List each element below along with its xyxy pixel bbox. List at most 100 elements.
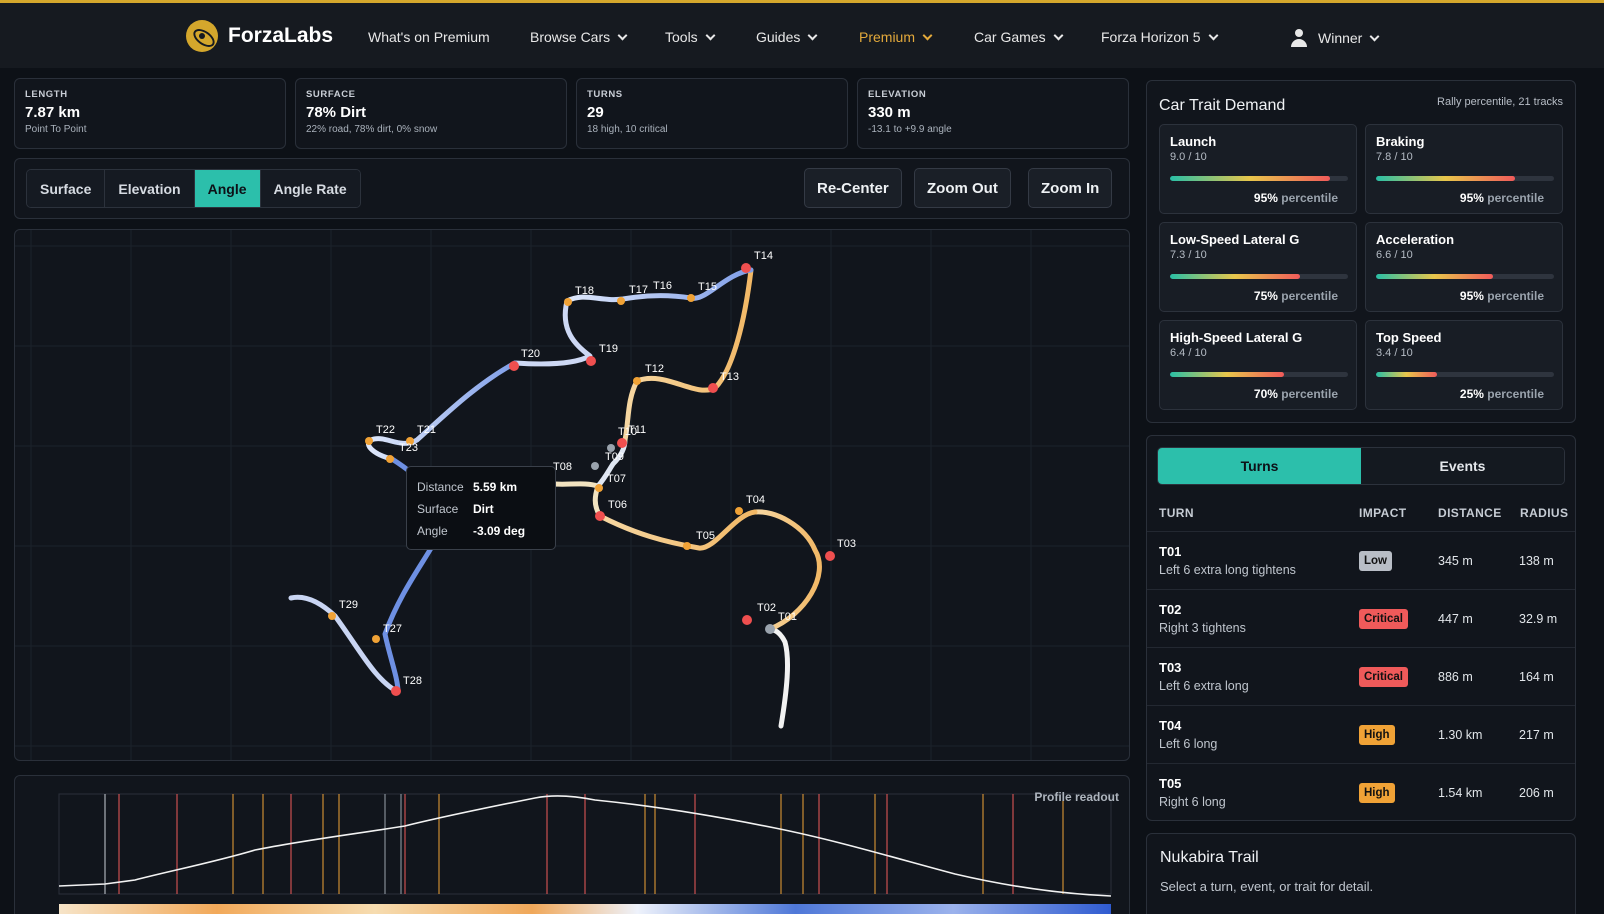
stat-label: TURNS xyxy=(587,89,623,100)
trait-card-launch[interactable]: Launch 9.0 / 10 95% percentile xyxy=(1159,124,1357,214)
trait-bar-fill xyxy=(1170,176,1331,181)
trait-bar xyxy=(1376,274,1554,279)
tooltip-key: Surface xyxy=(417,502,459,516)
nav-car-games[interactable]: Car Games xyxy=(974,29,1064,45)
brand-logo[interactable]: ForzaLabs xyxy=(186,20,333,52)
user-menu[interactable]: Winner xyxy=(1290,29,1380,47)
trait-score: 9.0 / 10 xyxy=(1170,151,1207,163)
table-row[interactable]: T05 Right 6 long High 1.54 km 206 m xyxy=(1147,763,1575,820)
trait-card-high-speed-lateral-g[interactable]: High-Speed Lateral G 6.4 / 10 70% percen… xyxy=(1159,320,1357,410)
column-header-distance[interactable]: DISTANCE xyxy=(1438,506,1502,520)
trait-card-acceleration[interactable]: Acceleration 6.6 / 10 95% percentile xyxy=(1365,222,1563,312)
view-mode-surface[interactable]: Surface xyxy=(27,170,106,207)
stat-label: ELEVATION xyxy=(868,89,927,100)
column-header-radius[interactable]: RADIUS xyxy=(1520,506,1569,520)
traits-title: Car Trait Demand xyxy=(1159,97,1286,114)
nav-whats-on-premium[interactable]: What's on Premium xyxy=(368,29,490,45)
angle-strip xyxy=(59,904,1111,914)
elevation-profile[interactable]: Profile readout xyxy=(14,775,1130,914)
trait-score: 6.6 / 10 xyxy=(1376,249,1413,261)
trait-bar-fill xyxy=(1376,274,1494,279)
turn-distance: 447 m xyxy=(1438,612,1473,626)
nav-label: Browse Cars xyxy=(530,29,611,45)
trait-percentile-value: 25% xyxy=(1459,387,1484,401)
view-mode-elevation[interactable]: Elevation xyxy=(105,170,195,207)
impact-badge: Low xyxy=(1359,551,1392,571)
tab-events[interactable]: Events xyxy=(1361,448,1564,484)
column-header-impact[interactable]: IMPACT xyxy=(1359,506,1407,520)
trait-percentile: 95% percentile xyxy=(1254,191,1338,205)
turn-label: T15 xyxy=(698,281,717,293)
stat-sub: -13.1 to +9.9 angle xyxy=(868,124,952,135)
chevron-down-icon xyxy=(1208,30,1219,40)
turn-label: T10 xyxy=(618,426,637,438)
track-map[interactable]: T01 T02 T03 T04 T05 T06 T07 T08 T09 T10 … xyxy=(14,229,1130,761)
elevation-line xyxy=(58,795,1112,897)
nav-guides[interactable]: Guides xyxy=(756,29,818,45)
tooltip-key: Distance xyxy=(417,480,464,494)
trait-percentile: 70% percentile xyxy=(1254,387,1338,401)
stat-label: LENGTH xyxy=(25,89,68,100)
user-name: Winner xyxy=(1318,30,1363,46)
map-grid xyxy=(15,230,1129,760)
stat-sub: 22% road, 78% dirt, 0% snow xyxy=(306,124,438,135)
turn-label: T27 xyxy=(383,623,402,635)
stat-value: 330 m xyxy=(868,104,911,121)
turn-label: T01 xyxy=(778,611,797,623)
turn-label: T04 xyxy=(746,494,765,506)
tab-turns[interactable]: Turns xyxy=(1158,448,1361,484)
profile-canvas[interactable] xyxy=(15,776,1130,914)
view-mode-angle-rate[interactable]: Angle Rate xyxy=(260,170,360,207)
trait-score: 7.3 / 10 xyxy=(1170,249,1207,261)
nav-premium[interactable]: Premium xyxy=(859,29,933,45)
tooltip-value: 5.59 km xyxy=(473,480,518,494)
track-detail-panel: Nukabira Trail Select a turn, event, or … xyxy=(1146,833,1576,914)
trait-card-braking[interactable]: Braking 7.8 / 10 95% percentile xyxy=(1365,124,1563,214)
view-mode-selector: Surface Elevation Angle Angle Rate xyxy=(26,169,361,208)
table-row[interactable]: T02 Right 3 tightens Critical 447 m 32.9… xyxy=(1147,589,1575,647)
turn-name: T01 xyxy=(1159,544,1182,559)
turn-label: T07 xyxy=(607,473,626,485)
table-row[interactable]: T03 Left 6 extra long Critical 886 m 164… xyxy=(1147,647,1575,705)
tooltip-row-angle: Angle -3.09 deg xyxy=(417,520,545,542)
nav-forza-horizon-5[interactable]: Forza Horizon 5 xyxy=(1101,29,1219,45)
nav-tools[interactable]: Tools xyxy=(665,29,716,45)
tooltip-row-distance: Distance 5.59 km xyxy=(417,476,545,498)
stat-label: SURFACE xyxy=(306,89,356,100)
nav-label: Premium xyxy=(859,29,916,45)
column-header-turn[interactable]: TURN xyxy=(1159,506,1194,520)
recenter-button[interactable]: Re-Center xyxy=(804,168,902,208)
trait-card-low-speed-lateral-g[interactable]: Low-Speed Lateral G 7.3 / 10 75% percent… xyxy=(1159,222,1357,312)
impact-badge: High xyxy=(1359,783,1395,803)
turn-description: Left 6 long xyxy=(1159,737,1218,751)
trait-score: 3.4 / 10 xyxy=(1376,347,1413,359)
stat-value: 7.87 km xyxy=(25,104,81,121)
trait-percentile-suffix: percentile xyxy=(1281,191,1338,205)
track-map-canvas[interactable]: T01 T02 T03 T04 T05 T06 T07 T08 T09 T10 … xyxy=(15,230,1130,761)
turn-label: T09 xyxy=(605,451,624,463)
chevron-down-icon xyxy=(1053,30,1064,40)
trait-name: Launch xyxy=(1170,134,1217,149)
impact-badge: Critical xyxy=(1359,667,1408,687)
turn-name: T03 xyxy=(1159,660,1182,675)
nav-browse-cars[interactable]: Browse Cars xyxy=(530,29,628,45)
nav-label: Car Games xyxy=(974,29,1046,45)
trait-card-top-speed[interactable]: Top Speed 3.4 / 10 25% percentile xyxy=(1365,320,1563,410)
nav-label: Guides xyxy=(756,29,801,45)
table-row[interactable]: T04 Left 6 long High 1.30 km 217 m xyxy=(1147,705,1575,763)
trait-percentile-suffix: percentile xyxy=(1281,387,1338,401)
turn-description: Left 6 extra long tightens xyxy=(1159,563,1296,577)
zoom-in-button[interactable]: Zoom In xyxy=(1028,168,1113,208)
chevron-down-icon xyxy=(1369,31,1380,41)
table-row[interactable]: T01 Left 6 extra long tightens Low 345 m… xyxy=(1147,531,1575,589)
turn-lines xyxy=(104,794,1064,894)
trait-bar xyxy=(1376,176,1554,181)
zoom-out-button[interactable]: Zoom Out xyxy=(914,168,1011,208)
turn-labels: T01 T02 T03 T04 T05 T06 T07 T08 T09 T10 … xyxy=(339,250,856,687)
view-mode-angle[interactable]: Angle xyxy=(194,170,261,207)
turn-label: T28 xyxy=(403,675,422,687)
trait-score: 7.8 / 10 xyxy=(1376,151,1413,163)
turn-label: T14 xyxy=(754,250,773,262)
turn-label: T21 xyxy=(417,424,436,436)
stat-value: 78% Dirt xyxy=(306,104,367,121)
